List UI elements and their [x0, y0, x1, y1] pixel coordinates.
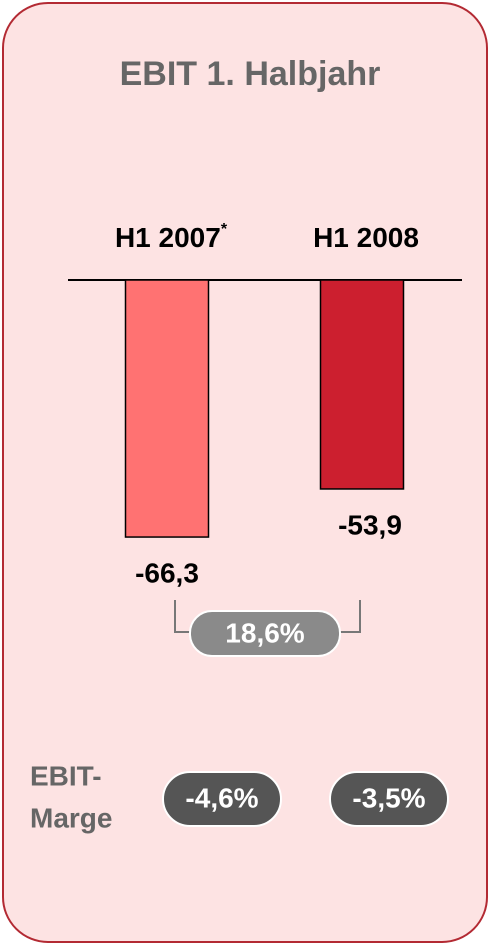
- footnote-marker: *: [221, 221, 228, 238]
- bar: [319, 279, 405, 490]
- x-tick-label: H1 2008: [313, 222, 419, 253]
- category-label: H1 2008: [313, 222, 419, 253]
- margin-value: -3,5%: [352, 782, 425, 813]
- x-tick-label: H1 2007*: [115, 221, 228, 253]
- chart-title: EBIT 1. Halbjahr: [120, 55, 381, 93]
- margin-label: Marge: [30, 802, 112, 833]
- category-label: H1 2007: [115, 222, 221, 253]
- margin-value: -4,6%: [185, 782, 258, 813]
- bar: [124, 279, 210, 538]
- change-label: 18,6%: [225, 617, 304, 648]
- margin-pill: [162, 771, 282, 827]
- margin-label: EBIT-: [30, 760, 102, 791]
- margin-pill: [329, 771, 449, 827]
- change-bracket: [174, 600, 361, 633]
- change-pill: [189, 610, 341, 657]
- value-label: -66,3: [135, 557, 199, 588]
- value-label: -53,9: [338, 509, 402, 540]
